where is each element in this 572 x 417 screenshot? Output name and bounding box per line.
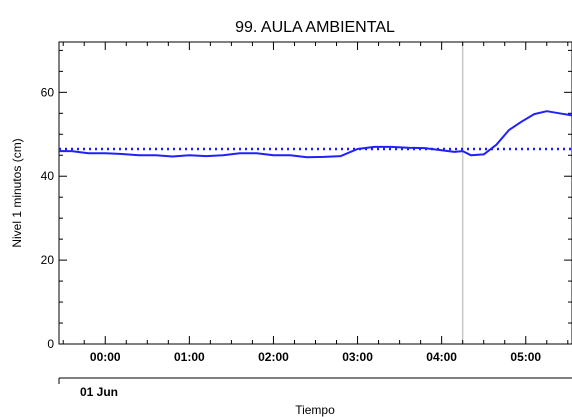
chart-title: 99. AULA AMBIENTAL — [235, 19, 395, 36]
date-label: 01 Jun — [80, 385, 118, 399]
x-tick-label: 04:00 — [426, 350, 457, 364]
x-axis-label: Tiempo — [295, 403, 335, 417]
y-tick-label: 20 — [41, 253, 55, 267]
x-tick-label: 02:00 — [258, 350, 289, 364]
y-axis-label: Nivel 1 minutos (cm) — [10, 138, 24, 247]
x-tick-label: 01:00 — [174, 350, 205, 364]
plot-frame — [58, 41, 572, 345]
x-tick-label: 05:00 — [510, 350, 541, 364]
y-tick-label: 40 — [41, 169, 55, 183]
series-line-0 — [59, 110, 572, 159]
x-axis-ticks: 00:00 01:00 02:00 03:00 04:00 05:00 — [62, 42, 569, 364]
plot-area — [58, 41, 572, 345]
y-axis-ticks: 0 20 40 60 — [41, 49, 572, 351]
x-tick-label: 03:00 — [342, 350, 373, 364]
y-tick-label: 60 — [41, 85, 55, 99]
series-layer — [59, 110, 572, 159]
y-tick-label: 0 — [47, 337, 54, 351]
x-tick-label: 00:00 — [90, 350, 121, 364]
